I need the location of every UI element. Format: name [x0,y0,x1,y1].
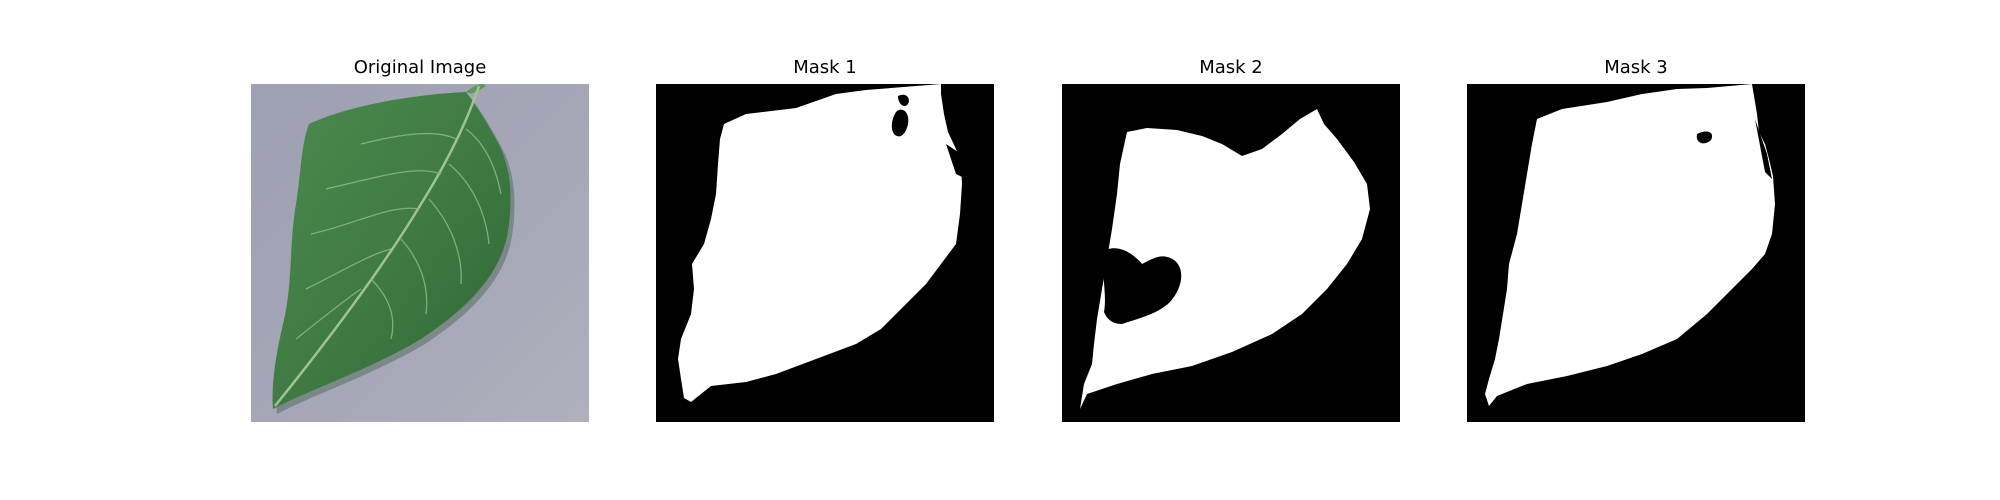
mask-foreground [1485,84,1775,406]
leaf-midrib [274,85,481,407]
original-image-panel: Original Image [251,0,589,500]
original-leaf-image [251,84,589,422]
mask-foreground [1080,109,1370,409]
mask-hole [891,109,909,137]
mask-hole [898,94,909,107]
panel-title-mask-3: Mask 3 [1604,57,1668,78]
mask-foreground [678,84,962,402]
mask-3-panel: Mask 3 [1467,0,1805,500]
panel-title-mask-1: Mask 1 [793,57,857,78]
mask-1-panel: Mask 1 [656,0,994,500]
panel-title-original: Original Image [353,57,487,78]
panel-title-mask-2: Mask 2 [1199,57,1263,78]
mask-3-image [1467,84,1805,422]
mask-hole [946,144,966,179]
mask-1-image [656,84,994,422]
mask-hole [1102,248,1182,324]
mask-2-image [1062,84,1400,422]
mask-hole [1092,273,1100,292]
leaf-stem [466,84,486,94]
mask-2-panel: Mask 2 [1062,0,1400,500]
mask-hole [1696,131,1713,144]
mask-hole [1755,119,1772,179]
leaf-veins [295,128,502,340]
